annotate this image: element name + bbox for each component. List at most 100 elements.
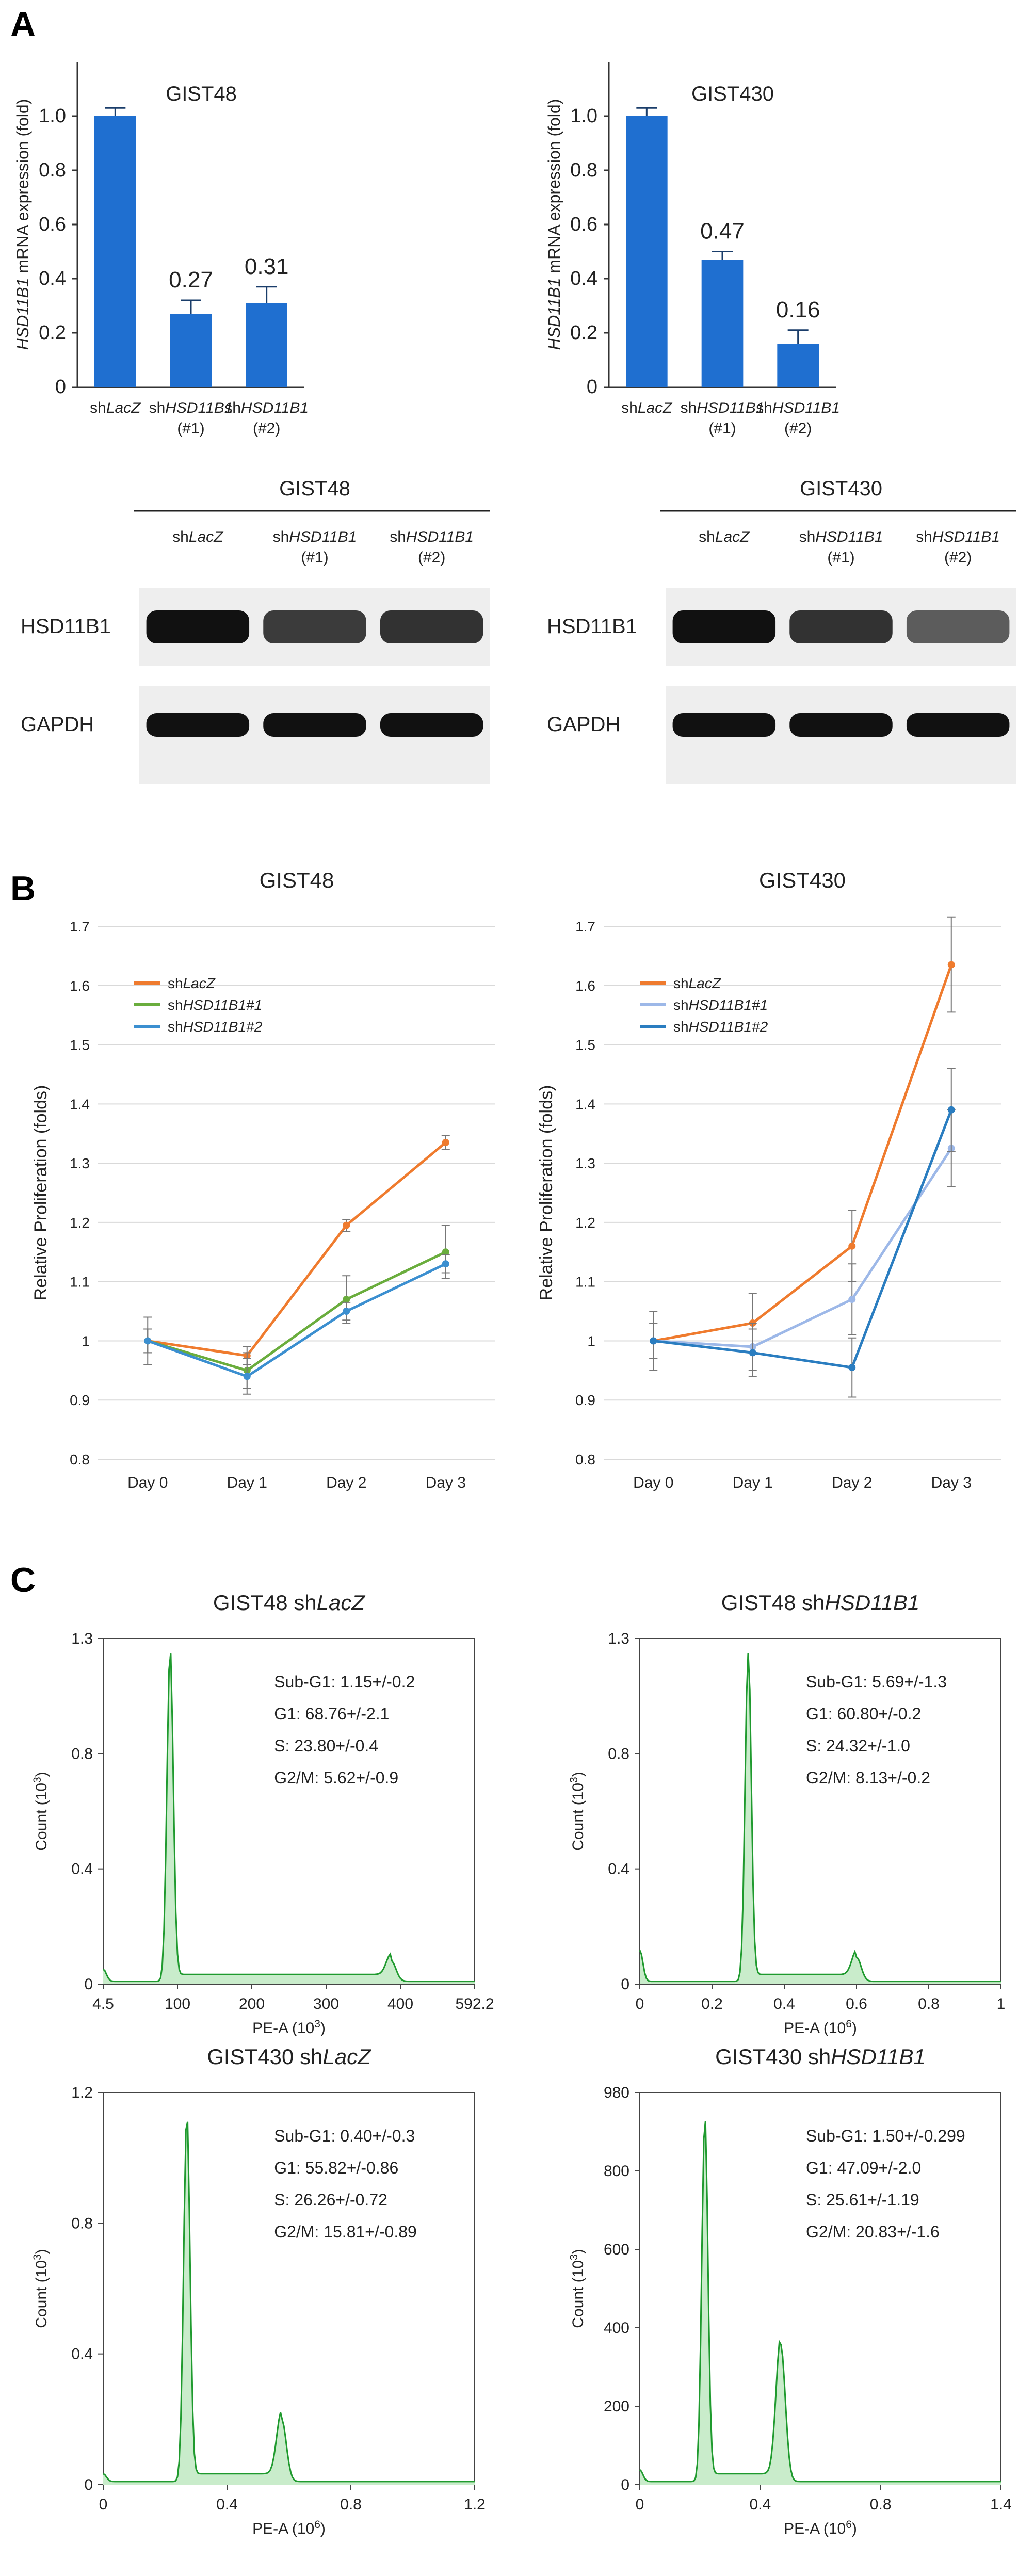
series-line [147,1251,446,1372]
category-label: shHSD11B1 [224,399,309,416]
y-tick-label: 0.6 [39,214,66,235]
x-tick-label: 0 [99,2496,108,2513]
legend-label: shLacZ [168,975,216,991]
bar-chart-title: GIST48 [166,83,237,105]
flow-chart-title: GIST430 shLacZ [207,2044,371,2069]
y-tick-label: 1.1 [575,1274,595,1290]
y-tick-label: 1.7 [575,919,595,935]
x-tick-label: 1.4 [990,2496,1012,2513]
y-tick-label: 0.6 [570,214,597,235]
flow-histogram-3: GIST430 shLacZ 0 0.4 0.8 1.2 0 0.4 0.8 1.2 Count … [31,2044,486,2537]
protein-band [672,610,776,643]
x-tick-label: 300 [313,1995,339,2013]
x-tick-label: Day 3 [931,1474,972,1491]
panel-label-b: B [10,869,36,908]
legend-label: shHSD11B1#1 [673,997,768,1013]
bar [170,314,212,387]
x-tick-label: Day 2 [326,1474,366,1491]
category-sublabel: (#2) [784,420,812,437]
y-axis-label: Relative Proliferation (folds) [537,1085,556,1301]
y-axis-label: Relative Proliferation (folds) [31,1085,51,1301]
x-tick-label: 0 [636,1995,644,2013]
y-tick-label: 0 [55,376,66,398]
y-axis-label: Count (103) [31,1772,51,1850]
cell-cycle-stat: G2/M: 15.81+/-0.89 [274,2223,417,2241]
y-tick-label: 980 [604,2084,629,2101]
flow-chart-title: GIST48 shLacZ [213,1590,365,1615]
lane-sublabel: (#1) [301,549,328,566]
y-tick-label: 0.8 [71,2215,93,2232]
y-axis-label: Count (103) [568,1772,587,1850]
cell-cycle-stat: S: 26.26+/-0.72 [274,2191,387,2209]
y-axis-label: HSD11B1 mRNA expression (fold) [13,99,32,350]
y-tick-label: 0.4 [71,2346,93,2363]
category-label: shHSD11B1 [681,399,765,416]
bar-chart-2: GIST430 0 0.2 0.4 0.6 0.8 1.0 HSD11B1 mRNA expr… [545,62,840,437]
y-tick-label: 0.9 [70,1392,90,1408]
y-tick-label: 0.4 [608,1861,629,1878]
y-tick-label: 1.3 [608,1630,629,1647]
data-label: 0.31 [245,254,289,279]
category-sublabel: (#1) [708,420,736,437]
line-chart-2: GIST430 0.8 0.9 1 1.1 1.2 1.3 1.4 1.5 1.6 1.7 Relat… [537,868,1001,1491]
y-tick-label: 1 [587,1333,595,1349]
series-line [147,1141,447,1357]
protein-band [263,713,366,737]
line-chart-title: GIST48 [260,868,334,892]
y-tick-label: 1.2 [71,2084,93,2101]
y-tick-label: 1.4 [575,1096,595,1112]
lane-sublabel: (#1) [827,549,854,566]
y-tick-label: 1.3 [575,1155,595,1171]
y-tick-label: 0 [84,2476,93,2493]
x-axis-label: PE-A (106) [784,2519,857,2538]
data-point [442,1138,449,1146]
flow-histogram-4: GIST430 shHSD11B1 0 0.4 0.8 1.4 0 200 400 600 800… [568,2044,1012,2537]
y-tick-label: 0.4 [39,268,66,289]
y-tick-label: 1.3 [70,1155,90,1171]
data-point [442,1248,449,1256]
x-tick-label: 0.4 [749,2496,771,2513]
x-tick-label: 0.8 [918,1995,940,2013]
x-axis-label: PE-A (103) [252,2018,326,2037]
y-tick-label: 0.4 [71,1861,93,1878]
blot-title: GIST430 [800,477,882,500]
protein-band [146,713,250,737]
x-tick-label: 0.8 [870,2496,892,2513]
lane-sublabel: (#2) [944,549,972,566]
category-label: shLacZ [90,399,141,416]
x-tick-label: 200 [239,1995,265,2013]
cell-cycle-stat: G1: 55.82+/-0.86 [274,2159,398,2177]
data-point [243,1373,251,1380]
x-tick-label: 1.2 [464,2496,486,2513]
y-tick-label: 1.6 [575,978,595,994]
series-line [147,1262,446,1378]
protein-band [263,610,366,643]
bar-chart-title: GIST430 [691,83,774,105]
data-point [650,1337,657,1345]
category-sublabel: (#1) [177,420,204,437]
bar-chart-1: GIST48 0 0.2 0.4 0.6 0.8 1.0 HSD11B1 mRNA expre… [13,62,309,437]
plot-frame [639,2092,1001,2485]
y-tick-label: 0 [621,2476,629,2493]
western-blot-1: GIST48 shLacZ shHSD11B1 (#1) shHSD11B1 (#2) HS… [21,477,490,784]
bar [701,260,744,387]
y-tick-label: 0 [621,1976,629,1993]
bar [626,116,668,387]
x-tick-label: 0.8 [340,2496,362,2513]
x-tick-label: 0.4 [216,2496,238,2513]
x-tick-label: Day 1 [227,1474,267,1491]
y-tick-label: 1.2 [575,1215,595,1231]
protein-band [380,610,483,643]
y-tick-label: 400 [604,2320,629,2337]
cell-cycle-stat: G1: 60.80+/-0.2 [806,1704,921,1723]
data-point [947,1106,955,1114]
protein-band [672,713,776,737]
y-tick-label: 0.8 [570,159,597,181]
histogram-curve [639,2121,1001,2483]
x-tick-label: Day 0 [633,1474,673,1491]
x-tick-label: 0.4 [773,1995,795,2013]
blot-row-label: GAPDH [547,713,620,736]
data-point [848,1296,856,1303]
line-chart-title: GIST430 [759,868,846,892]
